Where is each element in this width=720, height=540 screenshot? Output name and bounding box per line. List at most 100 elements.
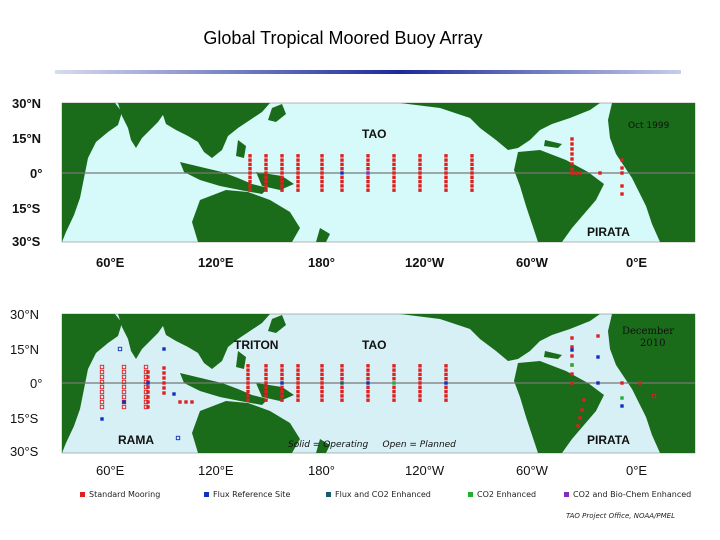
legend-item-co2: CO2 Enhanced (468, 490, 536, 499)
bottom-lon-120e: 120°E (198, 463, 234, 478)
buoy-marker (264, 394, 268, 398)
top-lat-30s: 30°S (12, 234, 41, 249)
buoy-marker (296, 158, 300, 162)
buoy-marker (340, 385, 344, 389)
buoy-marker (264, 381, 268, 385)
buoy-marker (280, 188, 284, 192)
buoy-marker (264, 368, 268, 372)
top-lat-15n: 15°N (12, 131, 41, 146)
buoy-marker (162, 371, 166, 375)
buoy-marker (121, 374, 127, 380)
legend-item-co2-biochem: CO2 and Bio-Chem Enhanced (564, 490, 691, 499)
buoy-marker (444, 167, 448, 171)
buoy-marker (580, 408, 584, 412)
buoy-marker (596, 334, 600, 338)
buoy-marker (248, 162, 252, 167)
buoy-marker (574, 171, 578, 175)
buoy-marker (264, 171, 268, 175)
buoy-marker (296, 188, 300, 192)
buoy-marker (99, 404, 105, 410)
buoy-marker (366, 158, 370, 162)
buoy-marker (320, 398, 324, 402)
buoy-marker (340, 398, 344, 402)
buoy-marker (296, 385, 300, 389)
buoy-marker (175, 435, 181, 441)
buoy-marker (418, 188, 422, 192)
buoy-marker (99, 374, 105, 380)
buoy-marker (320, 389, 324, 394)
buoy-marker (444, 171, 448, 175)
buoy-marker (248, 188, 252, 192)
buoy-marker (392, 364, 396, 368)
buoy-marker (246, 377, 250, 381)
buoy-marker (296, 179, 300, 184)
buoy-marker (340, 368, 344, 372)
buoy-marker (246, 368, 250, 372)
legend-swatch (204, 492, 209, 497)
buoy-marker (470, 162, 474, 167)
bottom-region-tao: TAO (362, 338, 386, 352)
buoy-marker (340, 372, 344, 377)
buoy-marker (296, 372, 300, 377)
buoy-marker (340, 377, 344, 381)
buoy-marker (340, 389, 344, 394)
buoy-marker (146, 385, 150, 389)
buoy-marker (418, 171, 422, 175)
bottom-region-rama: RAMA (118, 433, 154, 447)
buoy-marker (444, 184, 448, 188)
credit: TAO Project Office, NOAA/PMEL (566, 512, 675, 520)
buoy-marker (146, 405, 150, 409)
buoy-marker (418, 364, 422, 368)
buoy-marker (418, 372, 422, 377)
buoy-marker (296, 167, 300, 171)
buoy-marker (296, 154, 300, 158)
buoy-marker (620, 158, 624, 162)
buoy-marker (340, 167, 344, 171)
buoy-marker (280, 154, 284, 158)
buoy-marker (418, 162, 422, 167)
buoy-marker (392, 394, 396, 398)
top-lon-0e: 0°E (626, 255, 647, 270)
buoy-marker (280, 364, 284, 368)
buoy-marker (280, 377, 284, 381)
legend-label: Flux and CO2 Enhanced (335, 490, 431, 499)
buoy-marker (248, 171, 252, 175)
legend-label: Flux Reference Site (213, 490, 291, 499)
buoy-marker (264, 385, 268, 389)
buoy-marker (320, 175, 324, 179)
buoy-marker (596, 355, 600, 359)
buoy-marker (280, 158, 284, 162)
top-lon-120w: 120°W (405, 255, 445, 270)
bottom-lat-0: 0° (30, 376, 42, 391)
buoy-marker (248, 184, 252, 188)
buoy-marker (246, 364, 250, 368)
buoy-marker (296, 394, 300, 398)
buoy-marker (121, 384, 127, 390)
buoy-marker (392, 377, 396, 381)
buoy-marker (570, 147, 574, 151)
buoy-marker (418, 381, 422, 385)
buoy-marker (366, 162, 370, 167)
buoy-marker (392, 385, 396, 389)
buoy-marker (246, 381, 250, 385)
buoy-marker (246, 389, 250, 394)
buoy-marker (100, 417, 104, 421)
buoy-marker (122, 400, 126, 404)
buoy-marker (598, 171, 602, 175)
buoy-marker (418, 368, 422, 372)
buoy-marker (246, 385, 250, 389)
buoy-marker (418, 179, 422, 184)
buoy-marker (280, 368, 284, 372)
buoy-marker (340, 364, 344, 368)
buoy-marker (366, 364, 370, 368)
buoy-marker (578, 416, 582, 420)
buoy-marker (246, 394, 250, 398)
top-lon-60w: 60°W (516, 255, 549, 270)
buoy-marker (246, 398, 250, 402)
buoy-marker (570, 372, 574, 376)
buoy-marker (570, 363, 574, 367)
buoy-marker (620, 171, 624, 175)
buoy-marker (296, 377, 300, 381)
buoy-marker (296, 368, 300, 372)
buoy-marker (280, 381, 284, 385)
